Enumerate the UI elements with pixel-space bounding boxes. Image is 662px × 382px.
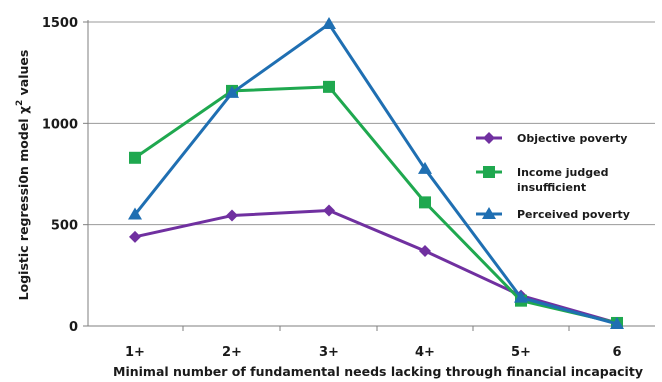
- x-tick-label: 3+: [319, 345, 339, 360]
- y-tick-label: 1500: [42, 16, 78, 31]
- x-tick-label: 1+: [125, 345, 145, 360]
- x-tick-label: 5+: [511, 345, 531, 360]
- y-axis-label: Logistic regressi0n model χ2 values: [15, 50, 31, 301]
- data-point: [419, 245, 431, 258]
- data-point: [419, 196, 431, 209]
- legend-marker: [483, 132, 495, 144]
- legend-item: Objective poverty: [476, 132, 627, 145]
- data-point: [226, 209, 238, 222]
- y-tick-label: 500: [51, 219, 78, 234]
- legend-item: Perceived poverty: [476, 207, 630, 221]
- x-axis-label: Minimal number of fundamental needs lack…: [113, 364, 643, 379]
- data-point: [323, 80, 335, 93]
- data-point: [610, 316, 624, 329]
- legend-label: Objective poverty: [517, 132, 627, 145]
- series-line: [134, 85, 618, 325]
- x-tick-label: 2+: [222, 345, 242, 360]
- data-point: [128, 207, 142, 220]
- data-point: [225, 85, 239, 98]
- series-layer: [128, 17, 624, 329]
- data-point: [322, 17, 336, 30]
- series-2: [128, 17, 624, 329]
- series-0: [129, 204, 623, 329]
- data-point: [129, 151, 141, 164]
- data-point: [323, 204, 335, 217]
- data-point: [129, 230, 141, 243]
- legend-marker: [482, 207, 496, 219]
- x-tick-label: 4+: [415, 345, 435, 360]
- series-1: [129, 80, 623, 329]
- series-line: [134, 208, 618, 325]
- y-tick-label: 0: [69, 320, 78, 335]
- legend: Objective poverty Income judged insufficie…: [476, 132, 630, 221]
- data-point: [418, 161, 432, 174]
- data-point: [514, 290, 528, 303]
- legend-label: Perceived poverty: [517, 208, 630, 221]
- legend-label: Income judged insufficient: [517, 166, 608, 194]
- legend-item: Income judged insufficient: [476, 166, 608, 194]
- series-line: [133, 22, 618, 326]
- x-tick-labels: 1+ 2+ 3+ 4+ 5+ 6: [125, 326, 622, 360]
- y-tick-labels: 0 500 1000 1500: [42, 16, 78, 335]
- y-tick-label: 1000: [42, 117, 78, 132]
- legend-marker: [483, 166, 495, 178]
- x-tick-label: 6: [612, 345, 621, 360]
